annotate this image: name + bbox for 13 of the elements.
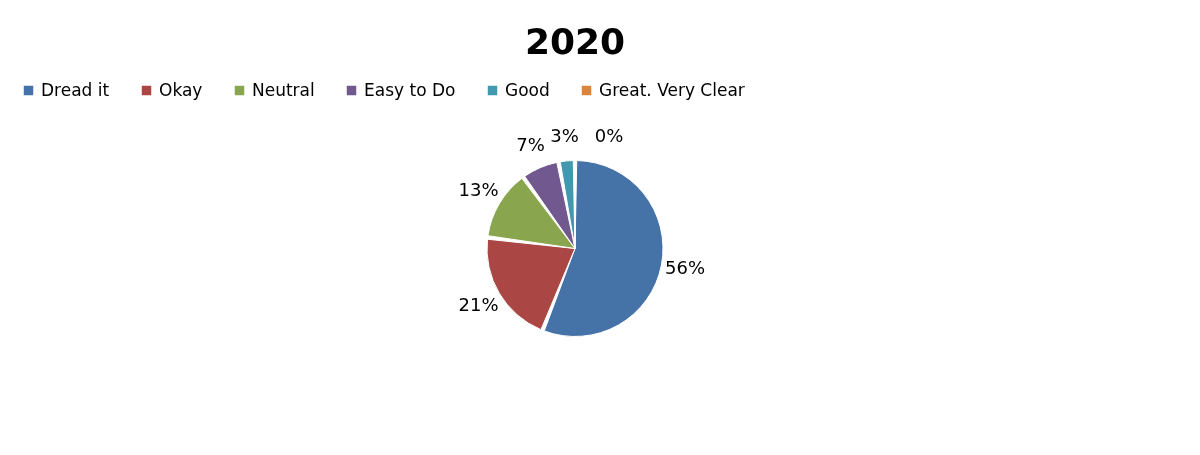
legend-label: Neutral bbox=[252, 79, 315, 100]
legend-label: Great. Very Clear bbox=[599, 79, 745, 100]
data-label: 56% bbox=[665, 257, 706, 279]
legend-label: Dread it bbox=[41, 79, 110, 100]
text: 0% bbox=[594, 124, 624, 146]
data-label: 13% bbox=[458, 179, 499, 201]
legend-label: Good bbox=[505, 79, 550, 100]
data-label: 3% bbox=[550, 125, 579, 146]
data-label: 7% bbox=[516, 133, 545, 155]
legend-label: Easy to Do bbox=[364, 79, 456, 100]
data-label: 21% bbox=[458, 293, 499, 315]
legend-label: Okay bbox=[159, 79, 203, 100]
chart-title: 2020 bbox=[524, 21, 626, 62]
